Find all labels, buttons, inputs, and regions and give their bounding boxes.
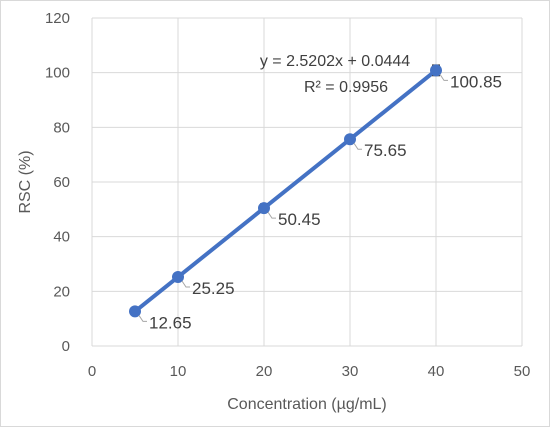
data-label-leader <box>439 74 448 81</box>
data-label-leader <box>181 280 190 288</box>
tick-labels: 0 20 40 60 80 100 120 0 10 20 30 40 50 <box>45 10 530 380</box>
trendline-r2: R² = 0.9956 <box>304 79 388 96</box>
data-label-leader <box>353 142 362 150</box>
data-point <box>430 64 442 77</box>
data-label-leader <box>267 211 276 219</box>
y-tick-label: 60 <box>53 174 70 191</box>
trendline <box>133 68 438 314</box>
data-label-leader <box>138 315 147 322</box>
trendline-equation: y = 2.5202x + 0.0444 <box>260 53 410 70</box>
x-tick-label: 10 <box>170 363 187 380</box>
y-tick-label: 40 <box>53 229 70 246</box>
data-label: 100.85 <box>450 72 502 91</box>
axes <box>91 18 522 347</box>
y-axis-title: RSC (%) <box>17 150 34 213</box>
y-tick-label: 80 <box>53 119 70 136</box>
data-point <box>172 270 184 283</box>
data-point <box>129 305 141 318</box>
x-tick-label: 0 <box>88 363 96 380</box>
x-tick-label: 20 <box>256 363 273 380</box>
data-point <box>344 133 356 146</box>
y-tick-label: 100 <box>45 65 70 82</box>
trendline-group <box>133 68 438 314</box>
x-tick-label: 40 <box>428 363 445 380</box>
y-tick-label: 0 <box>62 338 70 355</box>
x-axis-title: Concentration (µg/mL) <box>227 396 387 413</box>
y-tick-label: 20 <box>53 283 70 300</box>
data-label: 75.65 <box>364 141 407 160</box>
y-tick-label: 120 <box>45 10 70 27</box>
x-tick-label: 30 <box>342 363 359 380</box>
data-points <box>129 64 442 318</box>
data-label: 25.25 <box>192 279 235 298</box>
data-label: 12.65 <box>149 313 192 332</box>
data-point <box>258 202 270 215</box>
data-label: 50.45 <box>278 210 321 229</box>
x-tick-label: 50 <box>514 363 531 380</box>
